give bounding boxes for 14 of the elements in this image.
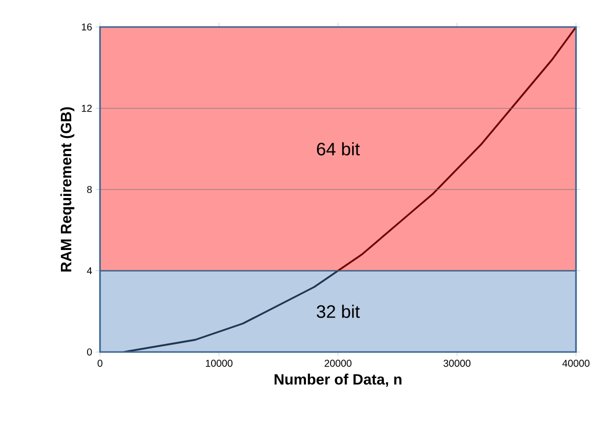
band-label: 64 bit	[316, 142, 360, 156]
y-tick-label: 12	[82, 104, 92, 112]
x-tick-label: 0	[98, 360, 102, 367]
x-tick-label: 10000	[206, 360, 232, 367]
y-tick-label: 8	[87, 186, 92, 194]
y-tick-label: 16	[82, 23, 92, 31]
y-tick-label: 4	[86, 267, 92, 274]
y-tick-label: 0	[87, 348, 92, 356]
y-axis-title: RAM Requirement (GB)	[60, 107, 74, 272]
x-tick-label: 40000	[562, 360, 590, 367]
x-axis-title: Number of Data, n	[274, 374, 402, 387]
band-label: 32 bit	[316, 304, 360, 318]
x-tick-label: 20000	[324, 360, 352, 367]
x-tick-label: 30000	[444, 360, 470, 367]
